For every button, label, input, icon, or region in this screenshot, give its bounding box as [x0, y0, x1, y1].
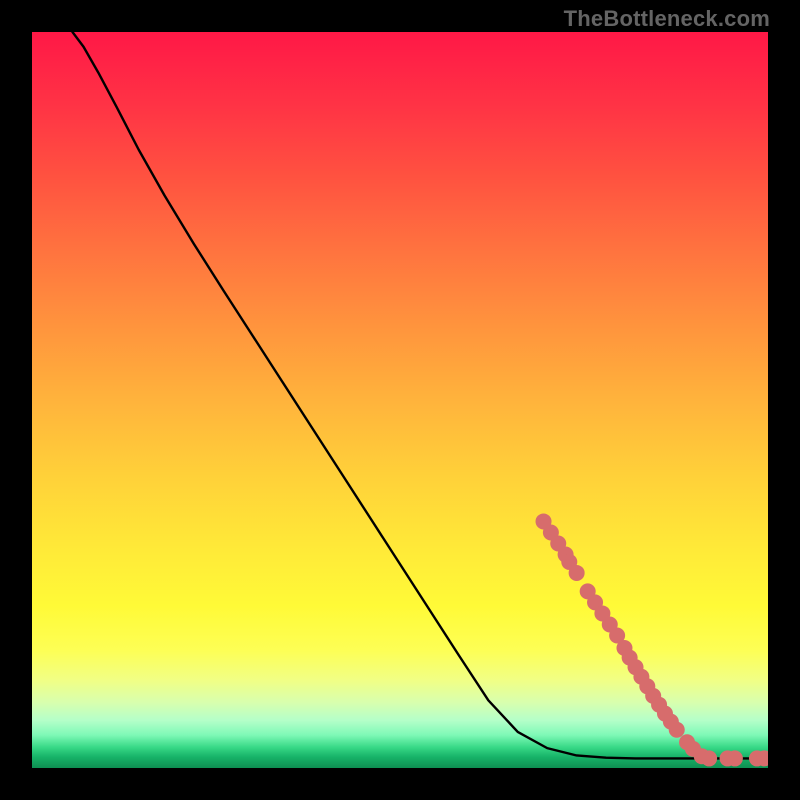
plot-overlay	[32, 32, 768, 768]
data-point-marker	[569, 565, 585, 581]
chart-frame: TheBottleneck.com	[0, 0, 800, 800]
data-point-marker	[701, 750, 717, 766]
data-point-marker	[727, 750, 743, 766]
data-point-marker	[669, 722, 685, 738]
bottleneck-curve	[72, 32, 768, 758]
data-markers	[536, 513, 768, 766]
watermark-text: TheBottleneck.com	[564, 6, 770, 32]
plot-area	[32, 32, 768, 768]
